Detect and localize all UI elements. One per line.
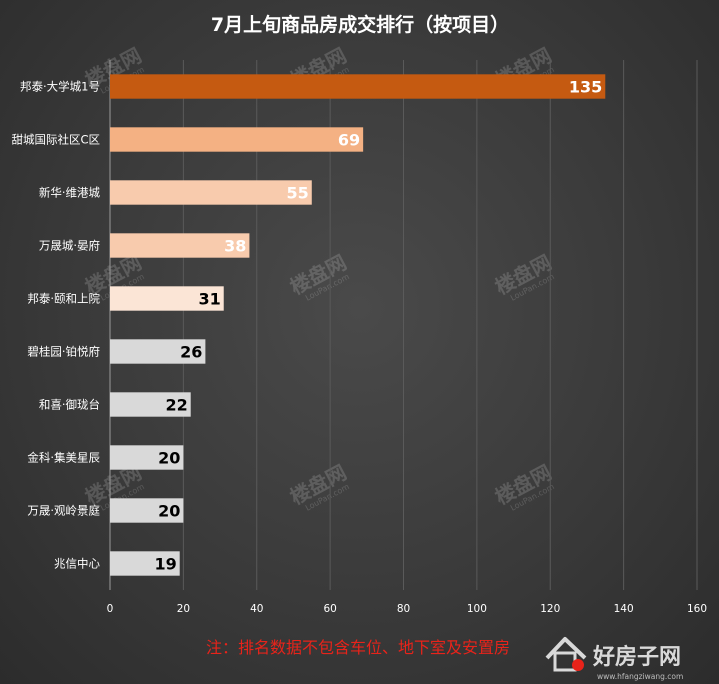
x-tick-label: 20: [177, 603, 190, 615]
x-tick-label: 80: [397, 603, 410, 615]
bar: [110, 286, 224, 311]
value-label: 26: [180, 343, 202, 362]
category-label: 万晟·观岭景庭: [27, 504, 100, 518]
bar: [110, 74, 606, 99]
x-tick-label: 120: [540, 603, 560, 615]
value-label: 55: [287, 184, 309, 203]
chart-title: 7月上旬商品房成交排行（按项目）: [211, 13, 509, 36]
bar: [110, 339, 206, 364]
x-tick-label: 140: [614, 603, 634, 615]
category-label: 万晟城·晏府: [39, 239, 100, 253]
footnote: 注：排名数据不包含车位、地下室及安置房: [206, 638, 510, 657]
value-label: 38: [224, 237, 246, 256]
value-label: 31: [198, 290, 220, 309]
bar: [110, 233, 250, 258]
site-logo: 好房子网 www.hfangziwang.com: [545, 637, 683, 681]
category-label: 新华·维港城: [39, 186, 101, 200]
x-axis-ticks: 0 20 40 60 80 100 120 140 160: [107, 603, 707, 615]
bar: [110, 180, 312, 205]
x-tick-label: 160: [687, 603, 707, 615]
bar: [110, 127, 364, 152]
x-tick-label: 100: [467, 603, 487, 615]
category-label: 邦泰·颐和上院: [27, 292, 100, 306]
category-label: 兆信中心: [54, 557, 100, 571]
value-label: 22: [165, 396, 187, 415]
category-label: 和喜·御珑台: [39, 398, 100, 412]
value-label: 19: [154, 555, 176, 574]
value-label: 135: [569, 78, 602, 97]
bar: [110, 551, 180, 576]
category-label: 邦泰·大学城1号: [20, 80, 100, 94]
x-tick-label: 60: [323, 603, 336, 615]
value-label: 20: [158, 449, 180, 468]
x-tick-label: 40: [250, 603, 263, 615]
logo-url: www.hfangziwang.com: [597, 672, 683, 681]
category-label: 碧桂园·铂悦府: [27, 345, 100, 359]
bar: [110, 498, 184, 523]
category-label: 甜城国际社区C区: [11, 133, 100, 147]
bar: [110, 392, 191, 417]
bar: [110, 445, 184, 470]
logo-text: 好房子网: [592, 644, 681, 670]
house-logo-icon: [545, 637, 587, 672]
bars: 邦泰·大学城1号 135 甜城国际社区C区 69 新华·维港城 55 万晟城·晏府 38 邦泰·…: [11, 74, 606, 576]
value-label: 69: [338, 131, 360, 150]
x-tick-label: 0: [107, 603, 114, 615]
value-label: 20: [158, 502, 180, 521]
category-label: 金科·集美星辰: [27, 451, 100, 465]
